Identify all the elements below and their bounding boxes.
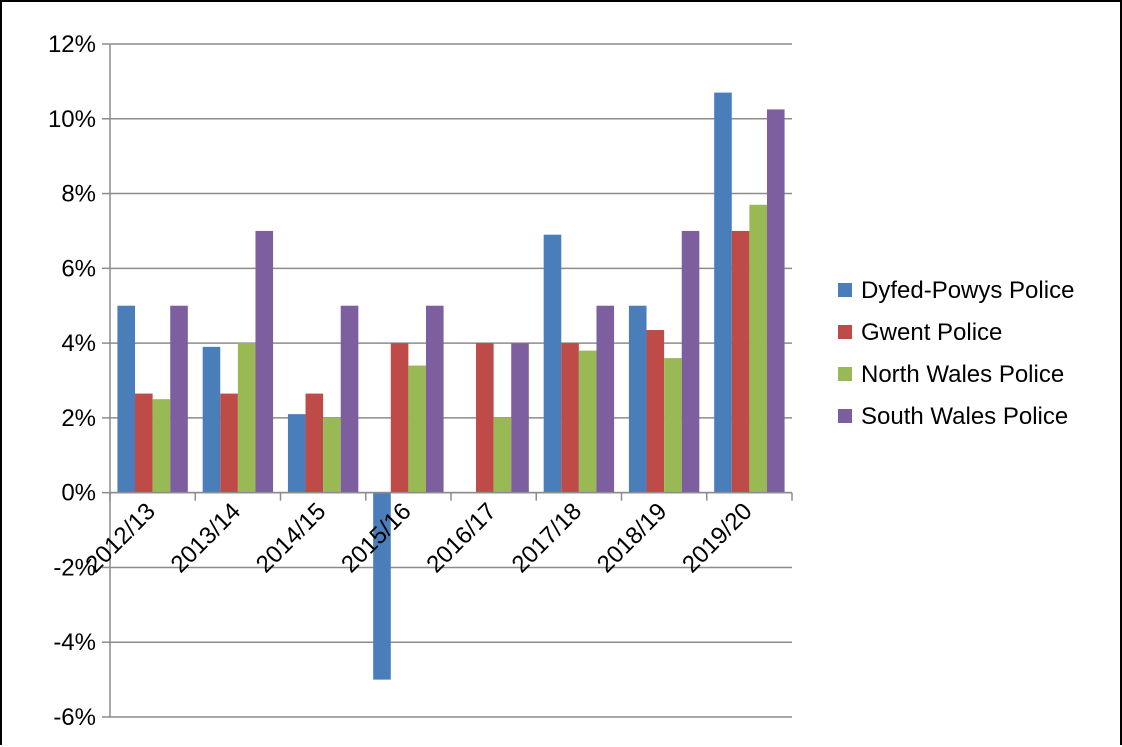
bar <box>408 365 426 493</box>
bar <box>511 343 529 493</box>
y-tick-label: -6% <box>53 704 96 731</box>
y-tick-label: 12% <box>48 31 96 58</box>
y-tick-label: -2% <box>53 554 96 581</box>
x-category-label: 2017/18 <box>507 498 587 578</box>
bar <box>373 492 391 680</box>
bar <box>766 109 785 493</box>
y-tick-label: 6% <box>61 255 96 282</box>
y-tick-label: 10% <box>48 106 96 133</box>
bar <box>664 358 682 493</box>
bar <box>390 343 409 493</box>
bar <box>117 305 136 493</box>
bar <box>340 305 359 493</box>
legend-label: South Wales Police <box>861 403 1068 430</box>
bar <box>220 393 238 493</box>
bar <box>202 346 221 493</box>
y-tick-label: 8% <box>61 181 96 208</box>
legend-swatch <box>838 325 852 339</box>
y-axis-tick-labels: 12% 10% 8% 6% 4% 2% 0% -2% -4% -6% <box>48 31 96 731</box>
bar <box>170 305 188 493</box>
bar <box>731 230 750 493</box>
bar <box>255 230 274 493</box>
legend-swatch <box>838 283 852 297</box>
bar <box>628 305 647 493</box>
bar <box>578 350 597 493</box>
bar <box>561 343 579 493</box>
x-category-label: 2013/14 <box>166 498 246 578</box>
x-category-label: 2018/19 <box>592 498 672 578</box>
x-category-label: 2019/20 <box>677 498 757 578</box>
bar <box>493 417 512 493</box>
legend-label: Gwent Police <box>861 319 1002 346</box>
bar <box>749 204 767 493</box>
bars <box>117 92 785 680</box>
x-axis-category-labels: 2012/13 2013/14 2014/15 2015/16 2016/17 2017/… <box>80 498 757 578</box>
bar <box>425 305 444 493</box>
legend-swatch <box>838 409 852 423</box>
y-tick-label: 0% <box>61 480 96 507</box>
bar <box>287 414 306 493</box>
cut-off-title <box>12 2 732 14</box>
bar <box>646 330 665 493</box>
bar <box>152 399 171 493</box>
y-tick-label: -4% <box>53 629 96 656</box>
legend-swatch <box>838 367 852 381</box>
legend-label: Dyfed-Powys Police <box>861 277 1074 304</box>
x-category-label: 2012/13 <box>80 498 160 578</box>
bar <box>476 343 494 493</box>
bar <box>543 234 562 493</box>
legend: Dyfed-Powys Police Gwent Police North Wale… <box>838 277 1074 430</box>
bar <box>237 343 256 493</box>
legend-label: North Wales Police <box>861 361 1064 388</box>
y-tick-label: 4% <box>61 330 96 357</box>
bar <box>305 393 324 493</box>
y-tick-label: 2% <box>61 405 96 432</box>
axes <box>109 44 793 717</box>
bar <box>681 230 700 493</box>
x-category-label: 2016/17 <box>421 498 501 578</box>
x-category-label: 2014/15 <box>251 498 331 578</box>
bar <box>323 417 341 493</box>
bar <box>596 305 615 493</box>
bar <box>714 92 732 493</box>
bar <box>135 393 153 493</box>
